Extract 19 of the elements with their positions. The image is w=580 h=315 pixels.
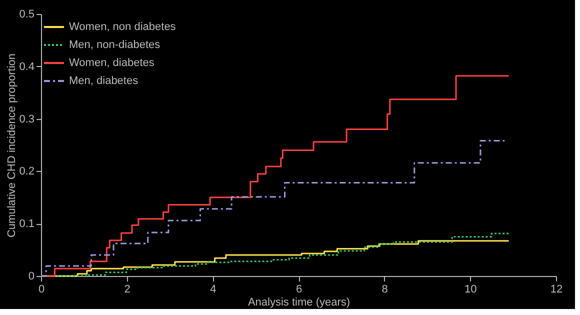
legend-label: Women, non diabetes — [69, 21, 176, 33]
y-tick-label: 0.2 — [19, 166, 34, 178]
x-tick-label: 8 — [382, 284, 388, 296]
y-tick-label: 0.3 — [19, 113, 34, 126]
x-tick-label: 12 — [550, 284, 563, 296]
legend-label: Men, diabetes — [69, 75, 139, 87]
x-tick-label: 2 — [124, 284, 130, 296]
x-tick-label: 4 — [210, 284, 216, 296]
x-axis-title: Analysis time (years) — [248, 296, 350, 308]
x-tick-label: 0 — [38, 284, 45, 296]
y-axis-title: Cumulative CHD incidence proportion — [6, 53, 18, 238]
y-tick-label: 0.4 — [19, 60, 34, 73]
x-tick-label: 10 — [464, 284, 477, 296]
x-tick-label: 6 — [296, 284, 302, 296]
y-tick-label: 0.5 — [19, 8, 34, 20]
legend-label: Women, diabetes — [69, 57, 155, 69]
y-tick-label: 0.1 — [19, 218, 34, 230]
y-tick-label: 0 — [28, 270, 34, 282]
legend-label: Men, non-diabetes — [69, 39, 161, 51]
